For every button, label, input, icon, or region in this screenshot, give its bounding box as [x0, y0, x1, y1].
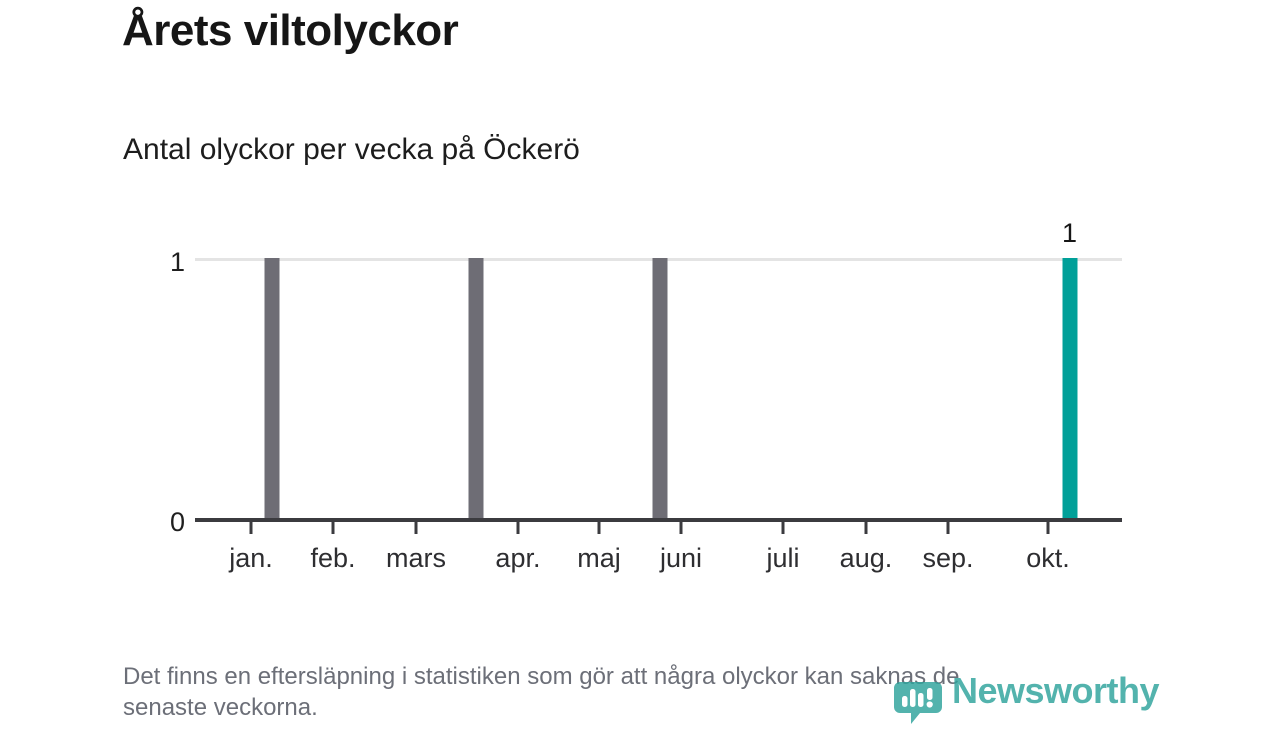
x-axis-tick-label: okt.: [1026, 543, 1070, 573]
y-axis-tick-label-1: 1: [169, 247, 185, 277]
x-axis-tick-label: juni: [660, 543, 703, 573]
footnote: Det finns en eftersläpning i statistiken…: [123, 661, 959, 723]
x-axis-tick: [781, 522, 785, 534]
x-axis-tick-label: aug.: [839, 543, 893, 573]
bar-highlighted: [1062, 258, 1078, 518]
x-axis-tick: [331, 522, 335, 534]
bar: [264, 258, 280, 518]
x-axis-tick: [249, 522, 253, 534]
footnote-line-2: senaste veckorna.: [123, 694, 318, 721]
page-title: Årets viltolyckor: [122, 6, 459, 55]
x-axis-tick: [414, 522, 418, 534]
x-axis-line: [195, 518, 1122, 522]
x-axis-tick: [864, 522, 868, 534]
speech-bubble-bar-chart-icon: [894, 682, 942, 729]
x-axis-tick: [946, 522, 950, 534]
x-axis-tick-label: jan.: [229, 543, 273, 573]
x-axis-tick-label: sep.: [922, 543, 974, 573]
y-axis-tick-label-0: 0: [169, 507, 185, 537]
newsworthy-wordmark: Newsworthy: [952, 670, 1160, 711]
newsworthy-logo: Newsworthy: [894, 667, 1164, 724]
plot-area: 1: [195, 218, 1122, 518]
x-axis-tick-label: mars: [385, 543, 446, 573]
bar: [468, 258, 483, 518]
x-axis-tick-label: feb.: [310, 543, 356, 573]
chart-subtitle: Antal olyckor per vecka på Öckerö: [123, 133, 580, 166]
x-axis-tick: [597, 522, 601, 534]
x-axis-tick: [1046, 522, 1050, 534]
x-axis-tick: [679, 522, 683, 534]
x-axis-tick-label: maj: [577, 543, 621, 573]
x-axis-tick: [516, 522, 520, 534]
footnote-line-1: Det finns en eftersläpning i statistiken…: [123, 663, 960, 690]
bar: [652, 258, 668, 518]
x-axis-tick-label: juli: [766, 543, 800, 573]
bar-value-label: 1: [1062, 218, 1078, 248]
x-axis-tick-label: apr.: [495, 543, 541, 573]
